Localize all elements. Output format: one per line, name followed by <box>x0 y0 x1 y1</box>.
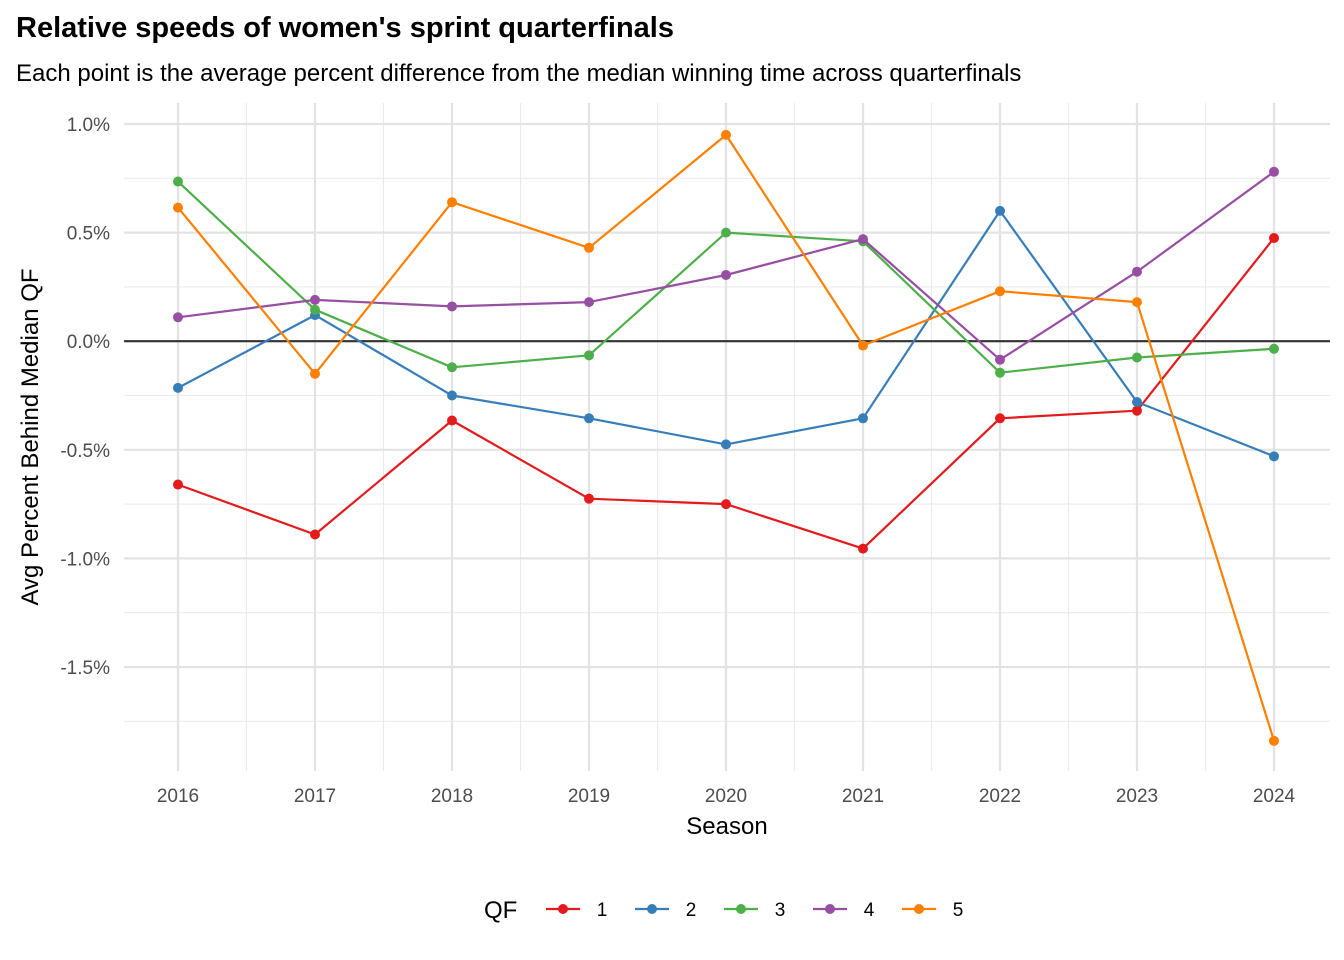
legend-label: 2 <box>686 900 697 921</box>
data-point-qf-4-2023 <box>1132 266 1142 277</box>
data-point-qf-1-2017 <box>310 529 320 540</box>
legend: QF 1 2 3 4 5 <box>484 897 963 924</box>
y-tick-label: 1.0% <box>67 115 110 136</box>
data-point-qf-3-2019 <box>584 350 594 361</box>
data-point-qf-1-2016 <box>173 479 183 490</box>
x-tick-label: 2020 <box>705 786 747 807</box>
data-point-qf-3-2024 <box>1269 343 1279 354</box>
y-axis-ticks: 1.0% 0.5% 0.0% -0.5% -1.0% -1.5% <box>60 115 110 679</box>
data-point-qf-3-2017 <box>310 304 320 315</box>
data-point-qf-3-2020 <box>721 227 731 238</box>
chart-title: Relative speeds of women's sprint quarte… <box>16 12 674 44</box>
data-point-qf-4-2024 <box>1269 166 1279 177</box>
legend-key-point <box>914 904 924 914</box>
series-qf-1 <box>173 233 1279 554</box>
y-tick-label: -1.0% <box>60 549 110 570</box>
data-point-qf-2-2016 <box>173 382 183 393</box>
x-axis-title: Season <box>686 813 767 840</box>
data-point-qf-1-2019 <box>584 493 594 504</box>
data-point-qf-2-2023 <box>1132 397 1142 408</box>
data-point-qf-1-2023 <box>1132 405 1142 416</box>
x-tick-label: 2023 <box>1116 786 1158 807</box>
data-point-qf-2-2019 <box>584 413 594 424</box>
legend-title: QF <box>484 897 517 924</box>
data-point-qf-5-2016 <box>173 202 183 213</box>
legend-key-point <box>558 904 568 914</box>
data-point-qf-4-2021 <box>858 234 868 245</box>
legend-item-qf-4: 4 <box>813 900 875 921</box>
data-point-qf-4-2020 <box>721 269 731 280</box>
data-point-qf-1-2018 <box>447 415 457 426</box>
legend-key-point <box>825 904 835 914</box>
data-point-qf-5-2020 <box>721 129 731 140</box>
data-point-qf-4-2022 <box>995 354 1005 365</box>
major-gridlines <box>124 103 1330 771</box>
x-tick-label: 2016 <box>157 786 199 807</box>
legend-item-qf-2: 2 <box>635 900 696 921</box>
data-point-qf-3-2022 <box>995 367 1005 378</box>
series-qf-3 <box>173 176 1279 378</box>
series-qf-4 <box>173 166 1279 365</box>
legend-key-point <box>736 904 746 914</box>
data-point-qf-4-2016 <box>173 312 183 323</box>
data-point-qf-1-2021 <box>858 543 868 554</box>
x-axis-ticks: 2016 2017 2018 2019 2020 2021 2022 2023 2024 <box>157 786 1296 807</box>
x-tick-label: 2019 <box>568 786 610 807</box>
data-point-qf-2-2024 <box>1269 451 1279 462</box>
x-tick-label: 2018 <box>431 786 473 807</box>
data-point-qf-2-2021 <box>858 413 868 424</box>
data-point-qf-5-2021 <box>858 340 868 351</box>
legend-item-qf-3: 3 <box>724 900 785 921</box>
data-point-qf-5-2017 <box>310 368 320 379</box>
legend-label: 5 <box>953 900 964 921</box>
x-tick-label: 2022 <box>979 786 1021 807</box>
y-tick-label: -1.5% <box>60 658 110 679</box>
legend-label: 1 <box>597 900 608 921</box>
data-point-qf-3-2016 <box>173 176 183 187</box>
data-point-qf-2-2018 <box>447 390 457 401</box>
series-qf-2 <box>173 205 1279 462</box>
data-point-qf-1-2020 <box>721 499 731 510</box>
series-qf-5 <box>173 129 1279 746</box>
data-point-qf-3-2023 <box>1132 352 1142 363</box>
data-point-qf-4-2019 <box>584 297 594 308</box>
y-tick-label: 0.5% <box>67 224 110 245</box>
data-point-qf-4-2017 <box>310 294 320 305</box>
data-point-qf-4-2018 <box>447 301 457 312</box>
y-tick-label: -0.5% <box>60 441 110 462</box>
legend-item-qf-5: 5 <box>902 900 963 921</box>
data-point-qf-1-2024 <box>1269 233 1279 244</box>
chart-subtitle: Each point is the average percent differ… <box>16 60 1022 87</box>
data-point-qf-2-2022 <box>995 205 1005 216</box>
x-tick-label: 2017 <box>294 786 336 807</box>
y-axis-title: Avg Percent Behind Median QF <box>17 268 44 605</box>
data-point-qf-5-2022 <box>995 286 1005 297</box>
data-point-qf-5-2023 <box>1132 297 1142 308</box>
data-point-qf-1-2022 <box>995 413 1005 424</box>
data-point-qf-5-2019 <box>584 242 594 253</box>
data-point-qf-2-2020 <box>721 439 731 450</box>
data-point-qf-5-2024 <box>1269 735 1279 746</box>
data-point-qf-5-2018 <box>447 197 457 208</box>
legend-item-qf-1: 1 <box>546 900 607 921</box>
y-tick-label: 0.0% <box>67 332 110 353</box>
legend-label: 4 <box>864 900 875 921</box>
legend-key-point <box>647 904 657 914</box>
x-tick-label: 2021 <box>842 786 884 807</box>
series-layer <box>173 129 1279 746</box>
data-point-qf-3-2018 <box>447 362 457 373</box>
x-tick-label: 2024 <box>1253 786 1296 807</box>
legend-label: 3 <box>775 900 786 921</box>
